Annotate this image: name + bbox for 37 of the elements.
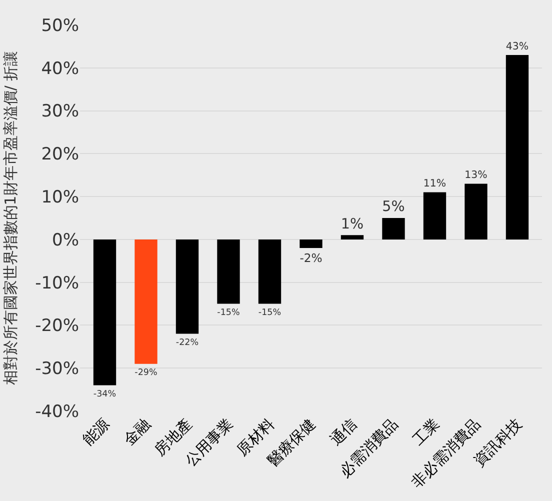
x-tick-label: 通信 xyxy=(326,414,360,449)
bar xyxy=(93,239,116,386)
bar xyxy=(506,55,529,240)
x-tick-label: 工業 xyxy=(408,414,443,449)
y-axis-title: 相對於所有國家世界指數的1財年市盈率溢價/ 折讓 xyxy=(1,50,20,386)
data-label: -15% xyxy=(258,308,282,318)
data-label: 1% xyxy=(340,216,364,232)
data-label: -22% xyxy=(176,338,199,348)
bar xyxy=(464,184,488,240)
bar xyxy=(382,218,405,240)
bar xyxy=(258,239,282,304)
data-label: 13% xyxy=(464,170,488,181)
data-label: -2% xyxy=(300,250,322,265)
data-label: 5% xyxy=(382,199,405,216)
y-tick-label: -10% xyxy=(35,273,79,294)
y-tick-label: 20% xyxy=(41,144,79,165)
data-label: 43% xyxy=(506,41,529,52)
y-tick-label: -40% xyxy=(35,402,79,422)
bar xyxy=(217,239,240,304)
bar xyxy=(134,239,158,364)
data-label: -15% xyxy=(217,308,240,318)
bar xyxy=(423,192,446,240)
y-tick-label: 30% xyxy=(41,102,79,122)
bar xyxy=(340,235,364,240)
data-label: 11% xyxy=(423,178,446,190)
y-tick-label: -20% xyxy=(35,316,79,336)
x-tick-label: 金融 xyxy=(120,414,154,449)
bar xyxy=(176,239,199,334)
bar xyxy=(300,239,322,248)
y-tick-label: 0% xyxy=(52,230,79,250)
y-tick-label: -30% xyxy=(35,359,79,380)
x-tick-label: 能源 xyxy=(78,414,113,449)
y-tick-label: 40% xyxy=(41,58,79,79)
data-label: -34% xyxy=(93,389,116,400)
data-label: -29% xyxy=(134,368,158,378)
y-tick-label: 50% xyxy=(41,16,79,36)
y-tick-label: 10% xyxy=(41,188,79,208)
